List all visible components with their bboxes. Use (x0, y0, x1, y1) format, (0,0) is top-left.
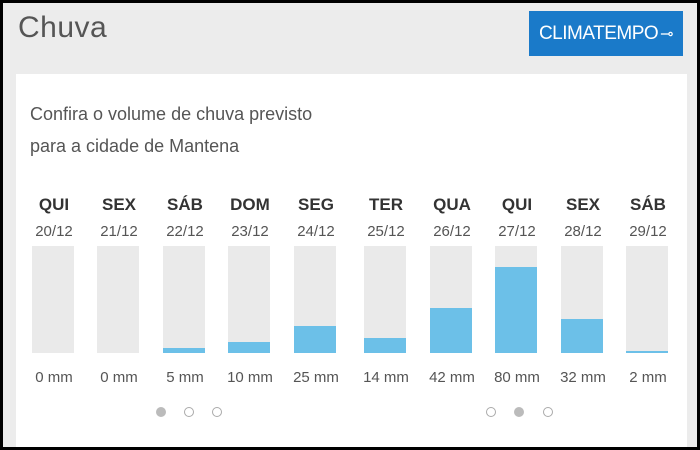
day-date: 26/12 (433, 223, 471, 240)
rain-value-label: 42 mm (429, 369, 475, 386)
day-name: SEG (298, 195, 334, 214)
weather-widget: Chuva CLIMATEMPO ⊸ Confira o volume de ch… (3, 3, 697, 447)
rain-bar (228, 342, 270, 353)
pagination-dot[interactable] (514, 407, 524, 417)
rain-bar (561, 319, 603, 353)
rain-bar-track (626, 246, 668, 353)
rain-bar (364, 338, 406, 353)
day-date: 20/12 (35, 223, 73, 240)
intro-line-1: Confira o volume de chuva previsto (30, 104, 313, 124)
rain-bar-track (364, 246, 406, 353)
rain-bar-track (97, 246, 139, 353)
day-name: SEX (101, 195, 137, 214)
rain-value-label: 25 mm (293, 369, 339, 386)
rain-chart: QUI 20/12 0 mm SEX 21/12 0 mm SÁB 22/12 5 mm DOM 2… (16, 74, 687, 447)
pagination-dot[interactable] (184, 407, 194, 417)
day-date: 27/12 (498, 223, 536, 240)
pagination-dot[interactable] (543, 407, 553, 417)
day-name: QUA (433, 195, 471, 214)
rain-bar-track (163, 246, 205, 353)
rain-bar (495, 267, 537, 353)
day-date: 22/12 (166, 223, 204, 240)
day-name: SÁB (167, 195, 203, 214)
intro-line-2: para a cidade de Mantena (30, 136, 240, 156)
day-name: SEX (565, 195, 601, 214)
pagination-dot[interactable] (212, 407, 222, 417)
climatempo-button[interactable]: CLIMATEMPO ⊸ (529, 11, 683, 56)
rain-value-label: 2 mm (629, 369, 667, 386)
day-name: QUI (38, 195, 70, 214)
climatempo-label: CLIMATEMPO (538, 22, 659, 44)
day-name: TER (369, 195, 403, 214)
rain-value-label: 14 mm (363, 369, 409, 386)
rain-bar-track (430, 246, 472, 353)
intro-text: Confira o volume de chuva previsto para … (30, 98, 312, 162)
rain-bar (430, 308, 472, 353)
rain-value-label: 32 mm (560, 369, 606, 386)
day-name: QUI (501, 195, 533, 214)
pagination-dot[interactable] (486, 407, 496, 417)
widget-title: Chuva (18, 11, 108, 44)
rain-value-label: 0 mm (35, 369, 73, 386)
rain-bar (163, 348, 205, 353)
day-date: 29/12 (629, 223, 667, 240)
day-date: 24/12 (297, 223, 335, 240)
day-date: 21/12 (100, 223, 138, 240)
rain-value-label: 80 mm (494, 369, 540, 386)
day-date: 23/12 (231, 223, 269, 240)
day-date: 28/12 (564, 223, 602, 240)
day-date: 25/12 (367, 223, 405, 240)
day-name: SÁB (630, 195, 666, 214)
arrow-right-icon: ⊸ (660, 25, 674, 43)
rain-value-label: 5 mm (166, 369, 204, 386)
rain-bar (294, 326, 336, 353)
rain-bar-track (561, 246, 603, 353)
rain-bar-track (32, 246, 74, 353)
rain-card: Confira o volume de chuva previsto para … (16, 74, 687, 447)
day-name: DOM (230, 195, 270, 214)
rain-bar-track (228, 246, 270, 353)
pagination-dot[interactable] (156, 407, 166, 417)
rain-value-label: 10 mm (227, 369, 273, 386)
rain-bar-track (495, 246, 537, 353)
rain-value-label: 0 mm (100, 369, 138, 386)
rain-bar-track (294, 246, 336, 353)
rain-bar (626, 351, 668, 353)
